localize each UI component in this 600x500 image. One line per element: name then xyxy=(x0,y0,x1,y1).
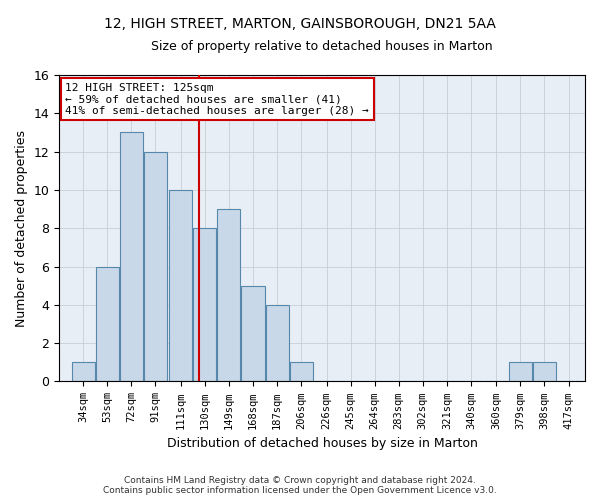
Bar xyxy=(120,132,143,382)
Bar xyxy=(144,152,167,382)
Bar xyxy=(509,362,532,382)
Bar xyxy=(266,305,289,382)
Text: Contains HM Land Registry data © Crown copyright and database right 2024.
Contai: Contains HM Land Registry data © Crown c… xyxy=(103,476,497,495)
Bar xyxy=(96,266,119,382)
Bar xyxy=(533,362,556,382)
Bar xyxy=(290,362,313,382)
Bar xyxy=(241,286,265,382)
Bar xyxy=(71,362,95,382)
Bar xyxy=(217,209,241,382)
Bar xyxy=(169,190,193,382)
Text: 12, HIGH STREET, MARTON, GAINSBOROUGH, DN21 5AA: 12, HIGH STREET, MARTON, GAINSBOROUGH, D… xyxy=(104,18,496,32)
X-axis label: Distribution of detached houses by size in Marton: Distribution of detached houses by size … xyxy=(167,437,478,450)
Y-axis label: Number of detached properties: Number of detached properties xyxy=(15,130,28,326)
Bar xyxy=(193,228,217,382)
Title: Size of property relative to detached houses in Marton: Size of property relative to detached ho… xyxy=(151,40,493,53)
Text: 12 HIGH STREET: 125sqm
← 59% of detached houses are smaller (41)
41% of semi-det: 12 HIGH STREET: 125sqm ← 59% of detached… xyxy=(65,82,369,116)
